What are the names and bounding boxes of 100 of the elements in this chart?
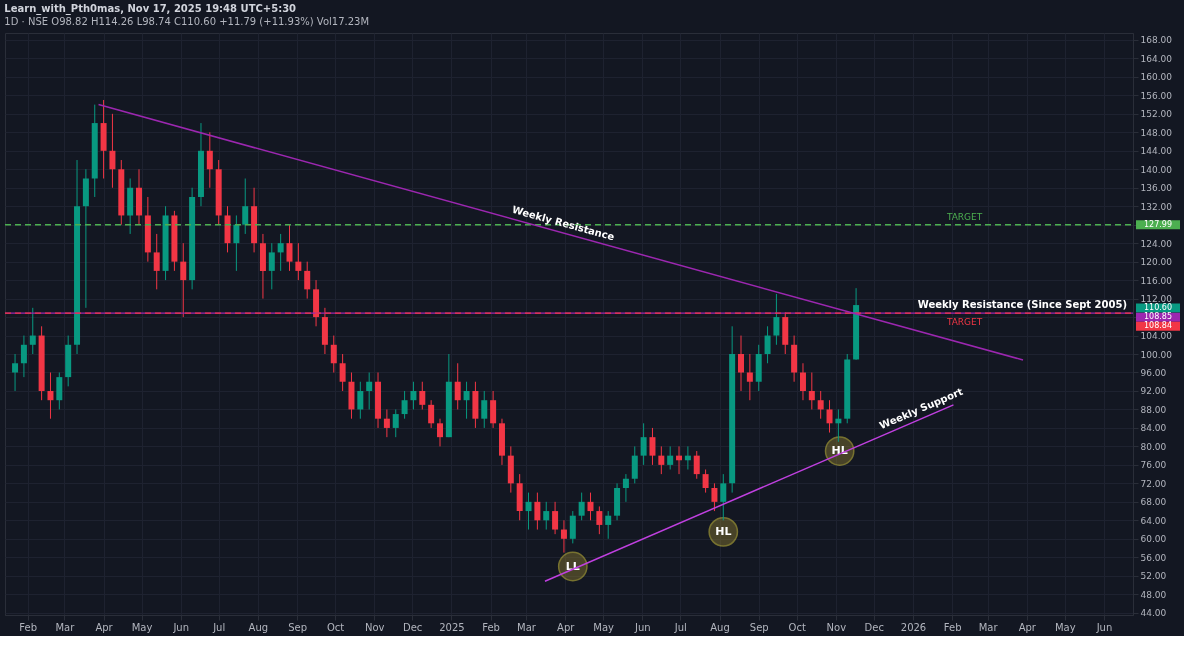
- y-tick-label: 132.00: [1140, 201, 1173, 212]
- candlestick: [428, 399, 435, 429]
- candlestick: [233, 214, 240, 272]
- candlestick: [525, 492, 532, 531]
- x-tick-label: Dec: [403, 621, 423, 633]
- candlestick: [605, 510, 612, 540]
- x-tick-label: Feb: [19, 621, 38, 633]
- candlestick: [738, 335, 744, 392]
- candlestick: [410, 381, 417, 410]
- y-tick-label: 164.00: [1140, 53, 1173, 64]
- candlestick: [578, 492, 585, 521]
- y-tick-label: 96.00: [1140, 368, 1167, 378]
- x-tick-label: Apr: [1018, 621, 1037, 633]
- candlestick: [295, 242, 302, 281]
- candlestick: [490, 390, 497, 429]
- candlestick: [560, 519, 567, 554]
- y-tick-label: 44.00: [1140, 608, 1167, 619]
- y-tick-label: 120.00: [1140, 257, 1173, 268]
- x-tick-label: Aug: [248, 621, 269, 633]
- x-tick-label: Jul: [212, 621, 226, 633]
- y-tick-label: 100.00: [1140, 349, 1173, 360]
- y-tick-label: 148.00: [1140, 127, 1173, 138]
- candlestick: [649, 427, 656, 466]
- text: 108.85: [1144, 312, 1172, 322]
- candlestick: [720, 473, 727, 521]
- x-tick-label: Jun: [172, 621, 190, 633]
- x-tick-label: May: [1054, 621, 1076, 633]
- candlestick: [596, 505, 603, 535]
- candlestick: [339, 353, 346, 392]
- candlestick: [711, 482, 718, 512]
- candlestick: [109, 113, 116, 189]
- candlestick: [401, 390, 408, 420]
- candlestick: [746, 353, 753, 401]
- x-tick-label: Apr: [95, 621, 114, 633]
- text: 110.60: [1144, 303, 1172, 313]
- candlestick: [640, 422, 647, 466]
- candlestick: [437, 418, 443, 447]
- y-tick-label: 72.00: [1140, 478, 1167, 489]
- y-tick-label: 136.00: [1140, 183, 1173, 194]
- y-tick-label: 48.00: [1140, 589, 1167, 600]
- candlestick: [667, 445, 674, 470]
- ref-line-label: TARGET: [945, 317, 983, 328]
- y-tick-label: 84.00: [1140, 423, 1167, 434]
- text: 108.84: [1144, 321, 1172, 331]
- x-tick-label: Mar: [55, 621, 76, 633]
- x-tick-label: Apr: [557, 621, 576, 633]
- x-tick-label: 2026: [900, 621, 927, 633]
- y-tick-label: 64.00: [1140, 515, 1167, 526]
- candlestick: [773, 293, 780, 346]
- y-tick-label: 80.00: [1140, 441, 1167, 452]
- candlestick: [12, 353, 19, 392]
- candlestick: [631, 445, 638, 484]
- y-tick-label: 168.00: [1140, 35, 1173, 46]
- y-tick-label: 104.00: [1140, 331, 1173, 342]
- y-tick-label: 156.00: [1140, 90, 1173, 101]
- x-tick-label: Dec: [864, 621, 884, 633]
- candlestick: [622, 473, 629, 503]
- x-tick-label: Feb: [943, 621, 962, 633]
- candlestick: [383, 408, 390, 438]
- x-tick-label: Sep: [288, 621, 308, 633]
- candlestick: [808, 372, 815, 410]
- x-tick-label: May: [593, 621, 615, 633]
- candlestick: [817, 390, 824, 420]
- y-tick-label: 112.00: [1140, 294, 1173, 305]
- y-tick-label: 52.00: [1140, 571, 1167, 582]
- candlestick: [330, 335, 337, 373]
- candlestick: [534, 492, 541, 531]
- y-tick-label: 60.00: [1140, 534, 1167, 545]
- ref-line-label: TARGET: [945, 211, 983, 222]
- x-tick-label: Jun: [634, 621, 651, 633]
- candlestick: [693, 450, 700, 480]
- x-tick-label: Oct: [788, 621, 806, 633]
- y-tick-label: 140.00: [1140, 164, 1173, 175]
- x-tick-label: Sep: [749, 621, 769, 633]
- candlestick: [826, 399, 833, 434]
- candlestick: [47, 372, 54, 420]
- annotation: HL: [715, 524, 732, 538]
- x-tick-label: Nov: [826, 621, 847, 633]
- candlestick: [29, 307, 36, 355]
- y-tick-label: 68.00: [1140, 497, 1167, 508]
- x-tick-label: 2025: [439, 621, 465, 633]
- y-tick-label: 56.00: [1140, 552, 1167, 563]
- y-tick-label: 124.00: [1140, 238, 1173, 249]
- y-tick-label: 76.00: [1140, 460, 1167, 471]
- x-tick-label: Mar: [517, 621, 537, 633]
- candlestick: [357, 381, 364, 420]
- candlestick: [304, 261, 311, 300]
- candlestick: [286, 224, 293, 272]
- y-tick-label: 88.00: [1140, 404, 1167, 415]
- x-tick-label: Nov: [364, 621, 385, 633]
- y-tick-label: 152.00: [1140, 109, 1173, 120]
- candlestick: [481, 390, 488, 429]
- candlestick: [552, 501, 559, 535]
- y-tick-label: 116.00: [1140, 275, 1173, 286]
- candlestick: [180, 242, 187, 318]
- x-tick-label: May: [131, 621, 153, 633]
- x-tick-label: Mar: [978, 621, 999, 633]
- candlestick: [268, 242, 275, 290]
- chart-subtitle: 1D · NSE O98.82 H114.26 L98.74 C110.60 +11.79 (+11.93%) Vol17.23M: [4, 16, 370, 27]
- y-tick-label: 92.00: [1140, 386, 1167, 397]
